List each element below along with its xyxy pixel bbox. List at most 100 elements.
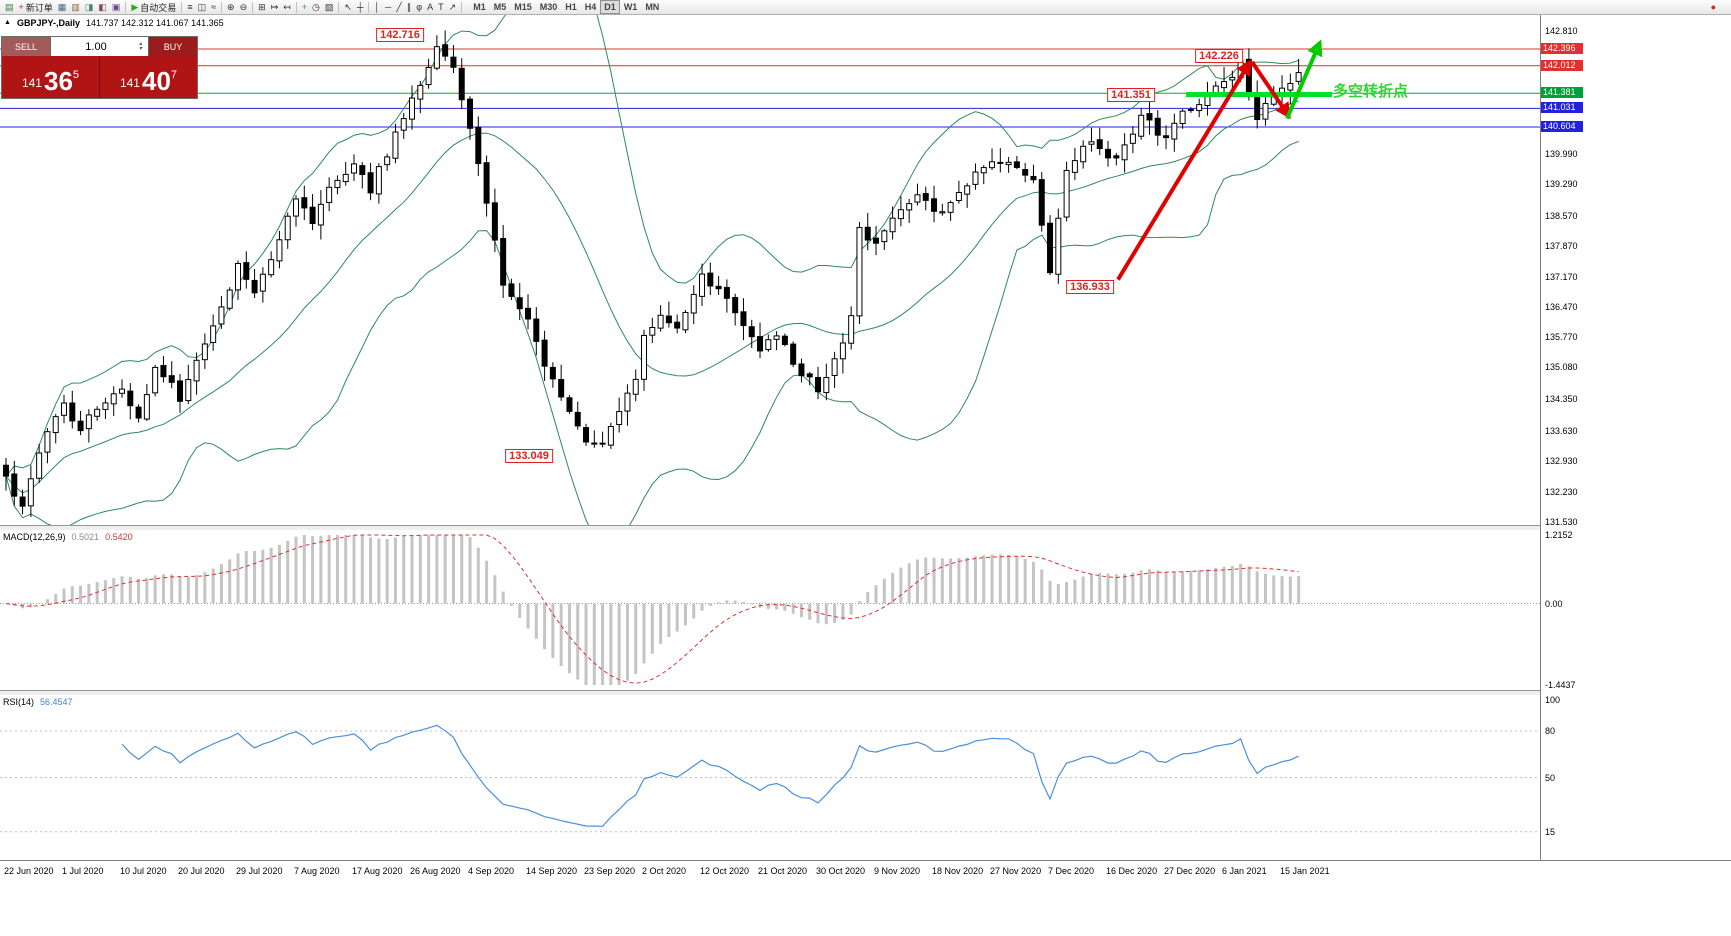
trendline-icon[interactable]: ╱ bbox=[394, 1, 403, 14]
label-icon[interactable]: T bbox=[436, 1, 446, 14]
horizontal-line-icon: ─ bbox=[384, 2, 392, 12]
panel-splitter[interactable] bbox=[0, 525, 1540, 530]
spinner-up-icon[interactable]: ▴ bbox=[138, 40, 142, 47]
terminal-icon: ▣ bbox=[111, 2, 121, 12]
arrows-tool-icon[interactable]: ↗ bbox=[447, 1, 459, 14]
price-tick-label: 132.230 bbox=[1545, 486, 1578, 497]
periods-icon[interactable]: ◷ bbox=[310, 1, 322, 14]
sell-price[interactable]: 141 36 5 bbox=[2, 56, 99, 98]
oneclick-collapse-icon[interactable]: ▲ bbox=[4, 19, 11, 26]
charts-grid-icon[interactable]: ▦ bbox=[56, 1, 69, 14]
price-tick-label: 137.870 bbox=[1545, 241, 1578, 252]
price-tick-label: 131.530 bbox=[1545, 517, 1578, 527]
price-badge: 141.031 bbox=[1541, 102, 1583, 114]
price-tag[interactable]: 136.933 bbox=[1066, 279, 1114, 294]
line-chart-icon: ≈ bbox=[211, 2, 217, 12]
fibonacci-icon[interactable]: φ bbox=[414, 1, 424, 14]
date-label: 22 Jun 2020 bbox=[4, 866, 54, 876]
date-label: 23 Sep 2020 bbox=[584, 866, 636, 876]
macd-axis-label: -1.4437 bbox=[1545, 680, 1576, 690]
buy-price[interactable]: 141 40 7 bbox=[100, 56, 197, 98]
price-tick-label: 135.080 bbox=[1545, 362, 1578, 373]
vertical-line-icon[interactable]: │ bbox=[372, 1, 382, 14]
charts-grid-icon: ▦ bbox=[57, 2, 67, 12]
volume-value[interactable]: 1.00 bbox=[85, 40, 107, 53]
toolbar: ▤ + 新订单 ▦ ▥ ◨ ◧ ▣ ▶ 自动交易 ≡ ◫ ≈ ⊕ ⊖ ⊞ ↦ ↤ + ◷ ▧ ↖ ┼ │ ─ ╱ ∥ φ A T ↗ M1 M5… bbox=[0, 0, 1731, 15]
market-watch-icon[interactable]: ▥ bbox=[69, 1, 82, 14]
annotation-text[interactable]: 多空转折点 bbox=[1333, 83, 1409, 100]
date-label: 10 Jul 2020 bbox=[120, 866, 167, 876]
volume-spinner[interactable]: ▴ ▾ bbox=[135, 40, 146, 52]
timeframe-switcher: M1 M5 M15 M30 H1 H4 D1 W1 MN bbox=[469, 0, 663, 14]
navigator-icon[interactable]: ◧ bbox=[96, 1, 109, 14]
tile-windows-icon[interactable]: ⊞ bbox=[256, 1, 268, 14]
text-icon[interactable]: A bbox=[425, 1, 435, 14]
horizontal-line-icon[interactable]: ─ bbox=[383, 1, 393, 14]
sell-button[interactable]: SELL bbox=[2, 37, 51, 56]
new-order-icon: + bbox=[18, 2, 24, 12]
candlestick-chart-icon[interactable]: ◫ bbox=[196, 1, 209, 14]
indicators-icon[interactable]: + bbox=[300, 1, 309, 14]
panel-splitter[interactable] bbox=[0, 690, 1540, 695]
buy-button[interactable]: BUY bbox=[148, 37, 197, 56]
date-label: 1 Jul 2020 bbox=[62, 866, 104, 876]
price-tick-label: 138.570 bbox=[1545, 210, 1578, 221]
data-window-icon[interactable]: ◨ bbox=[83, 1, 96, 14]
timeframe-mn[interactable]: MN bbox=[645, 2, 660, 12]
rsi-axis-label: 15 bbox=[1545, 826, 1556, 837]
price-tag[interactable]: 141.351 bbox=[1107, 87, 1155, 102]
price-badge: 142.012 bbox=[1541, 59, 1583, 71]
timeframe-m5[interactable]: M5 bbox=[493, 2, 507, 12]
auto-trading-button[interactable]: ▶ 自动交易 bbox=[129, 1, 178, 14]
chart-shift-icon[interactable]: ↤ bbox=[281, 1, 293, 14]
date-scale[interactable]: 22 Jun 2020 1 Jul 2020 10 Jul 2020 20 Jul 2… bbox=[0, 860, 1731, 884]
zoom-out-icon[interactable]: ⊖ bbox=[238, 1, 250, 14]
price-chart-svg[interactable] bbox=[0, 15, 1540, 525]
templates-icon[interactable]: ▧ bbox=[323, 1, 336, 14]
auto-scroll-icon: ↦ bbox=[270, 2, 279, 12]
price-tick-label: 137.170 bbox=[1545, 271, 1578, 282]
line-chart-icon[interactable]: ≈ bbox=[209, 1, 218, 14]
price-scale[interactable] bbox=[1540, 15, 1731, 860]
timeframe-m15[interactable]: M15 bbox=[514, 2, 532, 12]
date-label: 20 Jul 2020 bbox=[178, 866, 225, 876]
navigator-icon: ◧ bbox=[98, 2, 107, 12]
date-label: 2 Oct 2020 bbox=[642, 866, 687, 876]
price-tag[interactable]: 142.716 bbox=[376, 28, 424, 43]
timeframe-d1[interactable]: D1 bbox=[600, 0, 620, 14]
price-tag[interactable]: 133.049 bbox=[505, 448, 553, 463]
rsi-chart-svg[interactable] bbox=[0, 695, 1540, 860]
price-tag[interactable]: 142.226 bbox=[1195, 49, 1243, 64]
chart-info-line: ▲ GBPJPY-,Daily 141.737 142.312 141.067 … bbox=[4, 18, 224, 28]
auto-trading-button-label: 自动交易 bbox=[140, 2, 177, 13]
bars-chart-icon[interactable]: ≡ bbox=[185, 1, 194, 14]
indicators-icon: + bbox=[301, 2, 308, 12]
candlestick-chart-icon: ◫ bbox=[197, 2, 207, 12]
new-chart-icon[interactable]: ▤ bbox=[3, 1, 16, 14]
macd-name: MACD(12,26,9) bbox=[3, 532, 66, 542]
channel-icon[interactable]: ∥ bbox=[405, 1, 414, 14]
volume-field[interactable]: 1.00 ▴ ▾ bbox=[51, 37, 148, 56]
new-order-button[interactable]: + 新订单 bbox=[17, 1, 55, 14]
terminal-icon[interactable]: ▣ bbox=[110, 1, 123, 14]
auto-scroll-icon[interactable]: ↦ bbox=[269, 1, 281, 14]
date-label: 27 Nov 2020 bbox=[990, 866, 1042, 876]
macd-signal-value: 0.5420 bbox=[105, 532, 133, 542]
rsi-value: 56.4547 bbox=[40, 697, 73, 707]
channel-icon: ∥ bbox=[406, 2, 412, 12]
zoom-in-icon[interactable]: ⊕ bbox=[225, 1, 237, 14]
date-label: 18 Nov 2020 bbox=[932, 866, 984, 876]
cursor-icon[interactable]: ↖ bbox=[342, 1, 354, 14]
timeframe-w1[interactable]: W1 bbox=[623, 2, 638, 12]
toolbar-separator bbox=[368, 1, 370, 13]
record-icon[interactable]: ● bbox=[1710, 2, 1716, 12]
macd-chart-svg[interactable] bbox=[0, 530, 1540, 690]
timeframe-m30[interactable]: M30 bbox=[539, 2, 558, 12]
text-icon: A bbox=[427, 2, 434, 12]
timeframe-h4[interactable]: H4 bbox=[584, 2, 597, 12]
crosshair-icon[interactable]: ┼ bbox=[355, 1, 365, 14]
price-badge: 141.381 bbox=[1541, 87, 1583, 99]
timeframe-m1[interactable]: M1 bbox=[473, 2, 486, 12]
timeframe-h1[interactable]: H1 bbox=[565, 2, 577, 12]
spinner-down-icon[interactable]: ▾ bbox=[138, 45, 142, 52]
